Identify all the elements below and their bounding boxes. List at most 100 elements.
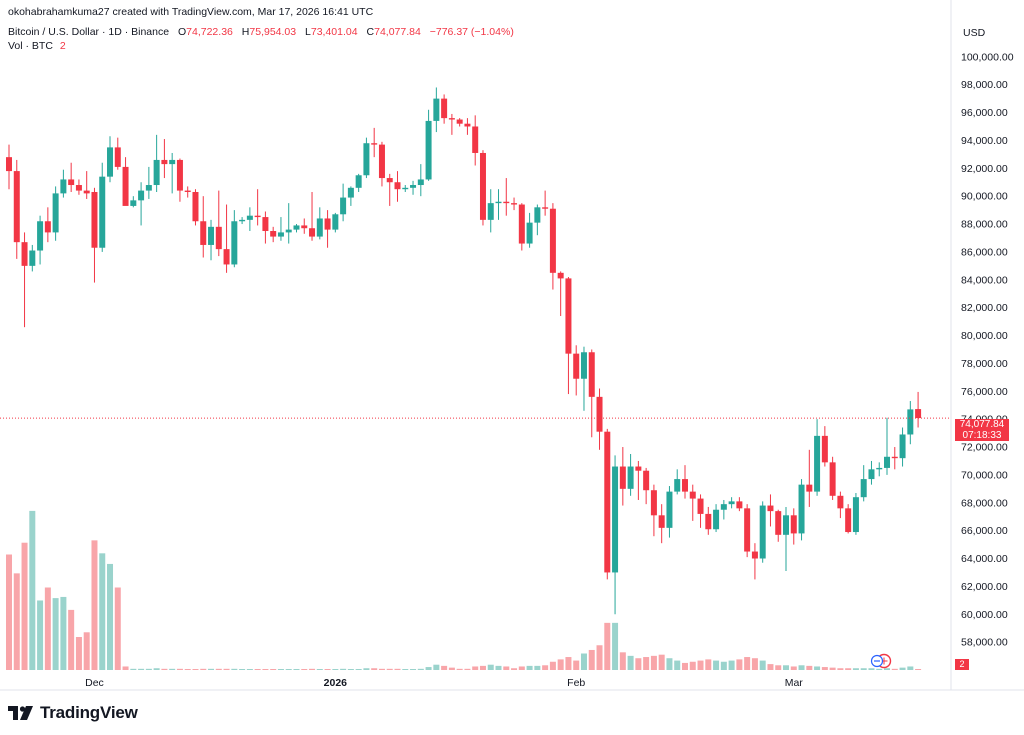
volume-bar <box>122 666 129 670</box>
volume-bar <box>798 665 805 670</box>
price-tick-label: 100,000.00 <box>961 51 1014 63</box>
candle-body <box>386 178 393 183</box>
price-tick-label: 76,000.00 <box>961 386 1008 398</box>
candle-body <box>355 175 362 188</box>
volume-bar <box>332 669 339 670</box>
candle-body <box>580 352 587 379</box>
volume-bar <box>658 654 665 670</box>
volume-bar <box>169 668 176 670</box>
candle-body <box>208 226 215 245</box>
candle-body <box>75 185 82 191</box>
symbol-legend: Bitcoin / U.S. Dollar · 1D · Binance O74… <box>8 26 514 38</box>
candle-body <box>565 278 572 354</box>
candle-body <box>456 119 463 124</box>
candle-body <box>425 120 432 180</box>
volume-bar <box>915 669 922 670</box>
high-label: H <box>241 26 250 38</box>
volume-bar <box>860 668 867 670</box>
volume-bar <box>145 668 152 670</box>
chart-attribution: okohabrahamkuma27 created with TradingVi… <box>8 6 374 18</box>
volume-bar <box>153 668 160 670</box>
price-tick-label: 62,000.00 <box>961 581 1008 593</box>
high-value: 75,954.03 <box>249 26 297 38</box>
volume-bar <box>13 573 20 670</box>
candle-body <box>767 505 774 512</box>
candle-body <box>138 190 145 201</box>
volume-legend: Vol · BTC 2 <box>8 40 66 52</box>
last-price-tag: 74,077.84 07:18:33 <box>955 419 1009 441</box>
volume-bar <box>215 668 222 670</box>
volume-bar <box>270 669 277 670</box>
volume-bar <box>837 668 844 670</box>
price-tick-label: 66,000.00 <box>961 525 1008 537</box>
volume-bar <box>549 661 556 670</box>
candle-body <box>254 215 261 218</box>
currency-label[interactable]: USD <box>963 27 986 39</box>
candle-body <box>6 157 12 172</box>
candle-body <box>689 491 696 499</box>
candle-body <box>184 190 191 192</box>
volume-bar <box>114 587 121 670</box>
volume-bar <box>378 668 385 670</box>
candle-body <box>619 466 626 489</box>
candle-body <box>378 144 385 179</box>
candle-body <box>21 242 28 266</box>
candle-body <box>751 551 758 559</box>
candle-body <box>246 215 253 220</box>
candle-body <box>68 179 75 186</box>
price-tick-label: 60,000.00 <box>961 609 1008 621</box>
volume-bar <box>60 596 67 670</box>
low-label: L <box>305 26 311 38</box>
candle-body <box>44 221 51 233</box>
candle-body <box>495 201 502 204</box>
volume-bar <box>301 669 308 670</box>
volume-bar <box>814 666 821 670</box>
price-tick-label: 96,000.00 <box>961 107 1008 119</box>
volume-tag: 2 <box>955 659 969 670</box>
volume-bar <box>448 667 455 670</box>
volume-bar <box>674 660 681 670</box>
volume-bar <box>138 668 145 670</box>
candle-body <box>347 187 354 198</box>
candle-body <box>899 434 906 459</box>
volume-bar <box>852 668 859 670</box>
candle-body <box>83 190 90 194</box>
volume-bar <box>44 587 51 670</box>
candle-body <box>99 176 106 248</box>
volume-bar <box>355 669 362 670</box>
price-tick-label: 68,000.00 <box>961 497 1008 509</box>
change-value: −776.37 (−1.04%) <box>429 26 514 38</box>
volume-bar <box>363 668 370 670</box>
volume-bar <box>526 665 533 670</box>
events-icon[interactable] <box>866 653 892 669</box>
candle-body <box>829 462 836 496</box>
volume-label[interactable]: Vol · BTC <box>8 40 53 52</box>
symbol-name[interactable]: Bitcoin / U.S. Dollar · 1D · Binance <box>8 26 170 38</box>
volume-bar <box>487 664 494 670</box>
volume-bar <box>246 669 253 670</box>
candle-body <box>728 501 735 505</box>
candle-body <box>417 179 424 186</box>
candle-body <box>340 197 347 215</box>
volume-bar <box>309 668 316 670</box>
volume-bar <box>285 669 292 670</box>
tradingview-logo[interactable]: TradingView <box>8 703 138 723</box>
time-tick-label: Dec <box>85 677 104 689</box>
volume-bar <box>130 668 137 670</box>
tradingview-logo-icon <box>8 706 33 720</box>
candlesticks <box>6 87 922 615</box>
volume-bar <box>829 667 836 670</box>
candle-body <box>666 491 673 528</box>
candle-body <box>907 409 914 435</box>
candle-body <box>821 435 828 463</box>
candle-body <box>169 159 176 165</box>
price-tick-label: 94,000.00 <box>961 135 1008 147</box>
candle-body <box>650 490 657 516</box>
price-chart[interactable]: 58,000.00 60,000.00 62,000.00 64,000.00 66,0… <box>0 0 1024 700</box>
time-tick-label: Feb <box>567 677 585 689</box>
volume-bar <box>821 667 828 670</box>
volume-bar <box>689 661 696 670</box>
volume-bar <box>200 668 207 670</box>
price-tick-label: 84,000.00 <box>961 274 1008 286</box>
price-axis: 58,000.00 60,000.00 62,000.00 64,000.00 66,0… <box>961 51 1014 648</box>
